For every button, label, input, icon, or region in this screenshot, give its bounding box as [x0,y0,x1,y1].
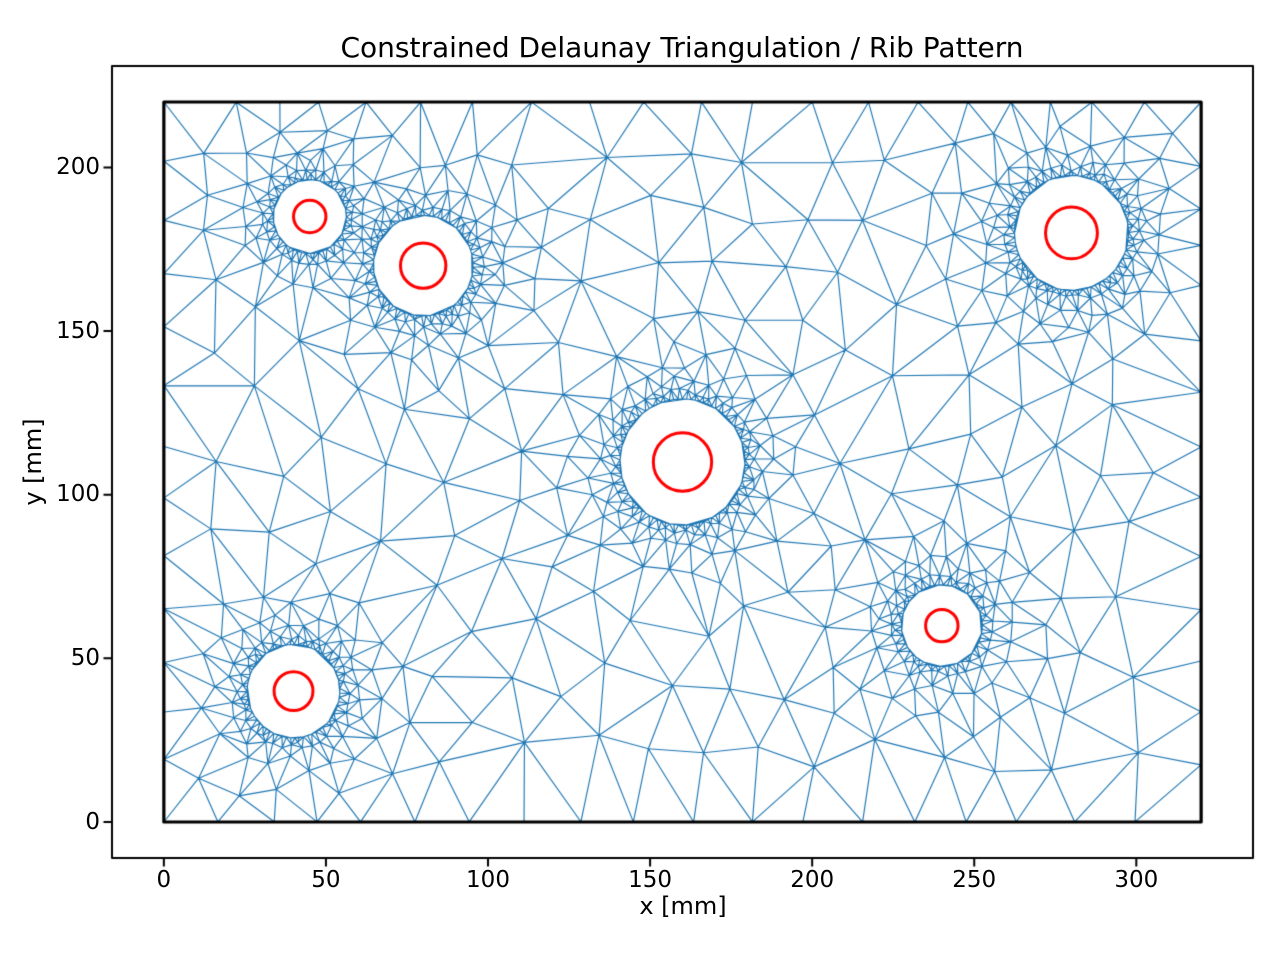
x-tick-label: 150 [628,867,673,893]
y-tick-label: 100 [56,481,100,508]
chart-title: Constrained Delaunay Triangulation / Rib… [340,31,1024,64]
x-tick-label: 250 [952,867,997,893]
y-tick-label: 50 [70,644,100,671]
y-tick-label: 0 [85,808,100,835]
x-tick-label: 0 [156,867,172,893]
x-tick-label: 200 [790,867,835,893]
y-tick-label: 150 [56,317,100,344]
x-tick-label: 50 [311,867,341,893]
x-tick-label: 300 [1114,867,1159,893]
y-tick-label: 200 [56,153,100,180]
x-tick-label: 100 [466,867,510,893]
x-axis-label: x [mm] [639,892,727,920]
